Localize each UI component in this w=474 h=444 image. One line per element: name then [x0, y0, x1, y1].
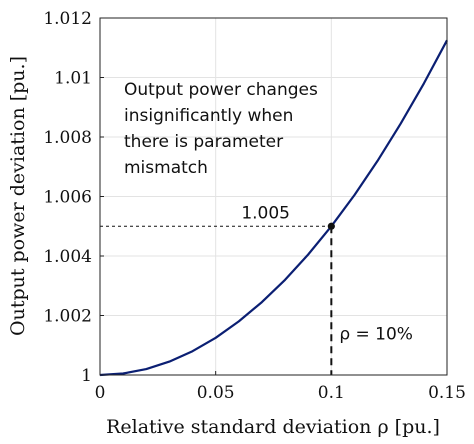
x-tick-label: 0 — [95, 383, 106, 403]
annotation-line-3: there is parameter — [124, 132, 283, 152]
series-line — [99, 39, 448, 377]
y-tick-label: 1.006 — [43, 188, 92, 208]
guides — [100, 222, 335, 375]
y-tick-label: 1.002 — [43, 307, 92, 327]
x-tick-label: 0.05 — [197, 383, 235, 403]
annotation-text: Output power changes insignificantly whe… — [124, 80, 318, 178]
annotation-line-2: insignificantly when — [124, 106, 293, 126]
highlight-point — [327, 222, 335, 230]
series — [99, 39, 448, 377]
annotation-line-1: Output power changes — [124, 80, 318, 100]
ticks: 0 0.05 0.1 0.15 1 1.002 1.004 1.006 1.008 1.01 1.0… — [43, 9, 466, 403]
y-axis-label: Output power deviation [pu.] — [7, 56, 29, 336]
x-tick-label: 0.15 — [428, 383, 466, 403]
y-tick-label: 1 — [81, 366, 92, 386]
x-axis-label: Relative standard deviation ρ [pu.] — [106, 416, 440, 438]
y-tick-label: 1.004 — [43, 247, 92, 267]
y-tick-label: 1.008 — [43, 128, 92, 148]
y-tick-label: 1.01 — [54, 69, 92, 89]
plot-frame — [99, 17, 448, 376]
y-tick-label: 1.012 — [43, 9, 92, 29]
x-tick-label: 0.1 — [318, 383, 345, 403]
annotation-line-4: mismatch — [124, 158, 208, 178]
point-label-x: ρ = 10% — [339, 324, 413, 344]
point-label-y: 1.005 — [241, 203, 290, 223]
